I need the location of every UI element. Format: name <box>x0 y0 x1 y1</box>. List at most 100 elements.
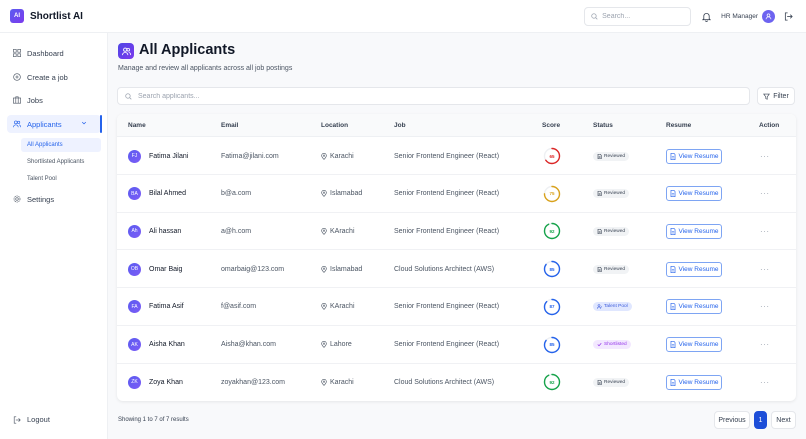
sidebar-subitem-shortlisted[interactable]: Shortlisted Applicants <box>27 159 85 165</box>
previous-page-button[interactable]: Previous <box>714 411 750 429</box>
resume-cell: View Resume <box>666 175 722 213</box>
more-actions-icon[interactable]: ··· <box>760 264 770 274</box>
sidebar-subitem-talent-pool[interactable]: Talent Pool <box>27 176 57 182</box>
score-cell: 75 <box>543 175 561 213</box>
applicant-name[interactable]: Omar Baig <box>149 265 183 273</box>
score-value: 92 <box>549 379 555 385</box>
map-pin-icon <box>321 190 327 198</box>
sidebar-subitem-all-applicants[interactable]: All Applicants <box>21 138 101 152</box>
sidebar-item-create-job[interactable]: Create a job <box>7 68 101 86</box>
table-row[interactable]: FJ Fatima Jilani Fatima@jilani.com Karac… <box>117 137 796 175</box>
applicant-name[interactable]: Bilal Ahmed <box>149 190 186 198</box>
action-cell: ··· <box>760 175 770 213</box>
status-cell: Shortlisted <box>593 326 631 364</box>
applicant-location: Karachi <box>330 152 354 160</box>
view-resume-button[interactable]: View Resume <box>666 299 722 315</box>
view-resume-button[interactable]: View Resume <box>666 261 722 277</box>
document-icon <box>597 266 602 272</box>
more-actions-icon[interactable]: ··· <box>760 189 770 199</box>
page-icon <box>118 43 134 59</box>
header-location[interactable]: Location <box>321 122 349 129</box>
map-pin-icon <box>321 152 327 160</box>
status-cell: Reviewed <box>593 175 630 213</box>
applicant-name[interactable]: Aisha Khan <box>149 341 185 348</box>
header-score[interactable]: Score <box>542 122 561 129</box>
avatar: OB <box>128 262 141 276</box>
applicant-name[interactable]: Fatima Asif <box>149 303 184 311</box>
page-subtitle: Manage and review all applicants across … <box>118 65 293 72</box>
sidebar-item-jobs[interactable]: Jobs <box>7 91 101 109</box>
document-icon <box>597 379 602 385</box>
view-resume-label: View Resume <box>678 152 719 160</box>
more-actions-icon[interactable]: ··· <box>760 151 770 161</box>
page-1-button[interactable]: 1 <box>754 411 767 429</box>
score-ring: 85 <box>543 260 561 278</box>
score-cell: 85 <box>543 250 561 288</box>
header-email[interactable]: Email <box>221 122 239 129</box>
search-icon <box>591 13 598 20</box>
filter-icon <box>763 93 771 100</box>
view-resume-button[interactable]: View Resume <box>666 374 722 390</box>
table-row[interactable]: AK Aisha Khan Aisha@khan.com Lahore Seni… <box>117 326 796 364</box>
file-icon <box>670 378 675 386</box>
bell-icon[interactable] <box>701 12 711 22</box>
sidebar-item-label: Applicants <box>27 119 62 129</box>
more-actions-icon[interactable]: ··· <box>760 340 770 349</box>
applicant-name[interactable]: Ali hassan <box>149 227 182 235</box>
more-actions-icon[interactable]: ··· <box>760 377 770 387</box>
applicant-name[interactable]: Zoya Khan <box>149 378 183 386</box>
filter-button[interactable]: Filter <box>757 87 795 105</box>
score-ring: 92 <box>543 373 561 391</box>
score-value: 85 <box>549 266 555 272</box>
view-resume-button[interactable]: View Resume <box>666 186 722 202</box>
view-resume-label: View Resume <box>678 227 719 235</box>
next-page-button[interactable]: Next <box>771 411 796 429</box>
table-row[interactable]: FA Fatima Asif f@asif.com KArachi Senior… <box>117 288 796 326</box>
applicant-location: KArachi <box>330 303 355 311</box>
check-icon <box>597 343 602 347</box>
table-row[interactable]: BA Bilal Ahmed b@a.com Islamabad Senior … <box>117 175 796 213</box>
score-cell: 92 <box>543 212 561 250</box>
header-resume[interactable]: Resume <box>666 122 692 129</box>
avatar: FJ <box>128 149 141 163</box>
sidebar-item-dashboard[interactable]: Dashboard <box>7 44 101 62</box>
view-resume-button[interactable]: View Resume <box>666 148 722 164</box>
user-avatar[interactable] <box>762 10 775 23</box>
header-name[interactable]: Name <box>128 122 146 129</box>
chevron-down-icon[interactable] <box>81 120 87 126</box>
applicant-email: omarbaig@123.com <box>221 265 285 273</box>
brand[interactable]: AI Shortlist AI <box>10 9 83 23</box>
applicant-job: Senior Frontend Engineer (React) <box>394 190 500 198</box>
resume-cell: View Resume <box>666 212 722 250</box>
status-cell: Reviewed <box>593 363 630 401</box>
global-search-input[interactable] <box>602 13 683 20</box>
applicant-job: Cloud Solutions Architect (AWS) <box>394 265 495 273</box>
table-row[interactable]: OB Omar Baig omarbaig@123.com Islamabad … <box>117 250 796 289</box>
table-row[interactable]: Ah Ali hassan a@h.com KArachi Senior Fro… <box>117 212 796 251</box>
plus-circle-icon <box>13 73 21 81</box>
global-search[interactable] <box>584 7 692 26</box>
document-icon <box>597 228 602 234</box>
sidebar-item-settings[interactable]: Settings <box>7 190 101 208</box>
table-row[interactable]: ZK Zoya Khan zoyakhan@123.com Karachi Cl… <box>117 363 796 401</box>
score-cell: 92 <box>543 363 561 401</box>
view-resume-button[interactable]: View Resume <box>666 223 722 239</box>
header-job[interactable]: Job <box>394 122 406 129</box>
view-resume-button[interactable]: View Resume <box>666 337 722 352</box>
score-value: 75 <box>549 191 555 197</box>
users-icon <box>121 47 131 55</box>
more-actions-icon[interactable]: ··· <box>760 226 770 236</box>
applicant-name[interactable]: Fatima Jilani <box>149 152 189 160</box>
user-icon <box>765 13 772 20</box>
header-status[interactable]: Status <box>593 122 613 129</box>
sidebar-item-applicants[interactable]: Applicants <box>7 115 102 133</box>
header-action[interactable]: Action <box>759 122 780 129</box>
applicant-search[interactable] <box>117 87 750 105</box>
more-actions-icon[interactable]: ··· <box>760 302 770 312</box>
grid-icon <box>13 49 21 57</box>
map-pin-icon <box>321 378 327 386</box>
logout-button[interactable]: Logout <box>13 415 50 424</box>
logout-icon[interactable] <box>784 12 794 22</box>
file-icon <box>670 152 675 160</box>
applicant-search-input[interactable] <box>138 92 638 100</box>
